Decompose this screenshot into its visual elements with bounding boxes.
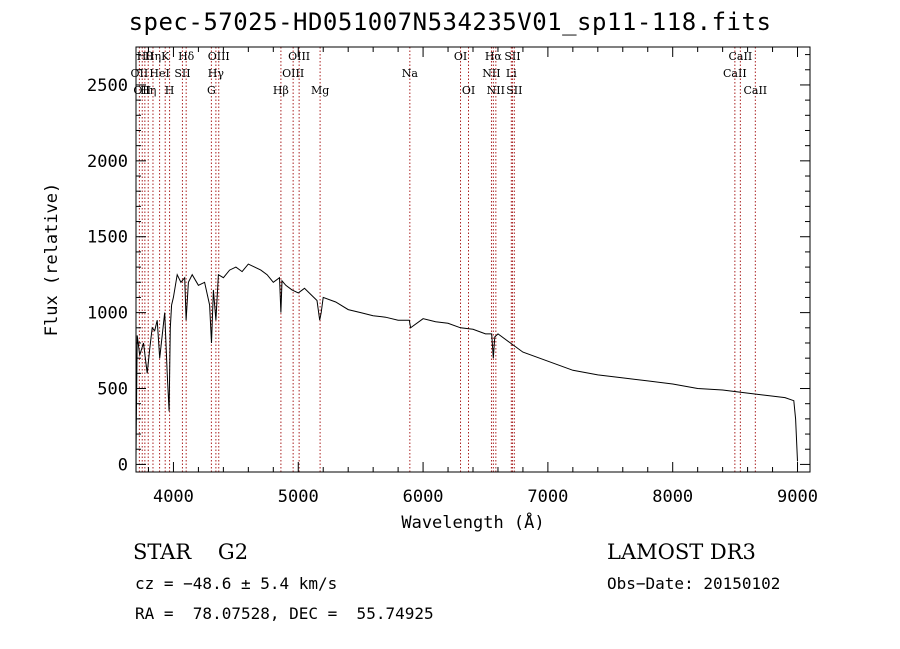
line-marker-label-16: Mg xyxy=(311,84,329,97)
y-axis-label: Flux (relative) xyxy=(42,183,62,337)
line-marker-label-25: SII xyxy=(506,84,522,97)
x-tick-label-7000: 7000 xyxy=(527,487,568,507)
chart-title: spec-57025-HD051007N534235V01_sp11-118.f… xyxy=(128,8,772,36)
line-marker-label-23: Li xyxy=(506,67,517,80)
line-marker-label-2: Hθ xyxy=(137,50,154,63)
line-marker-label-10: G xyxy=(207,84,216,97)
line-marker-label-6: K xyxy=(161,50,170,63)
line-marker-label-17: Na xyxy=(402,67,419,80)
redshift-cz: cz = −48.6 ± 5.4 km/s xyxy=(135,574,338,593)
line-marker-label-20: NII xyxy=(482,67,500,80)
line-marker-label-22: NII xyxy=(487,84,505,97)
axis-ticks: 4000 5000 6000 7000 8000 9000 0 500 1000 1500 2000… xyxy=(87,47,818,507)
line-marker-label-14: OIII xyxy=(282,67,304,80)
observation-date: Obs−Date: 20150102 xyxy=(607,574,781,593)
line-marker-label-5: HeI xyxy=(149,67,169,80)
line-marker-label-28: CaII xyxy=(743,84,767,97)
object-class: STAR G2 xyxy=(133,540,249,564)
line-marker-label-18: OI xyxy=(454,50,467,63)
y-tick-label-2500: 2500 xyxy=(87,76,128,96)
line-marker-label-27: CaII xyxy=(729,50,753,63)
line-marker-label-9: Hδ xyxy=(178,50,195,63)
y-tick-label-0: 0 xyxy=(118,455,128,475)
x-tick-label-4000: 4000 xyxy=(153,487,194,507)
x-axis-label: Wavelength (Å) xyxy=(401,511,544,533)
spectrum-line xyxy=(135,263,798,462)
plot-frame xyxy=(135,46,811,473)
y-tick-label-1500: 1500 xyxy=(87,228,128,248)
x-tick-label-6000: 6000 xyxy=(403,487,444,507)
x-tick-label-5000: 5000 xyxy=(278,487,319,507)
line-marker-label-8: SII xyxy=(174,67,190,80)
line-marker-label-21: Hα xyxy=(485,50,503,63)
line-marker-label-11: Hγ xyxy=(208,67,225,80)
y-tick-label-500: 500 xyxy=(97,380,128,400)
line-marker-label-12: OIII xyxy=(208,50,230,63)
line-marker-label-19: OI xyxy=(462,84,475,97)
line-marker-label-26: CaII xyxy=(723,67,747,80)
y-tick-label-1000: 1000 xyxy=(87,304,128,324)
line-marker-label-0: OII xyxy=(131,67,149,80)
line-marker-label-24: SII xyxy=(504,50,520,63)
line-marker-label-1: OII xyxy=(133,84,151,97)
line-markers xyxy=(138,47,756,472)
line-marker-label-15: OIII xyxy=(288,50,310,63)
y-tick-label-2000: 2000 xyxy=(87,152,128,172)
marker-labels: OIIOIIHθHηHηHeIKHSIIHδGHγOIIIHβOIIIOIIIM… xyxy=(131,50,768,97)
line-marker-label-7: H xyxy=(165,84,175,97)
x-tick-label-8000: 8000 xyxy=(652,487,693,507)
x-tick-label-9000: 9000 xyxy=(777,487,818,507)
line-marker-label-13: Hβ xyxy=(273,84,289,97)
line-marker-label-4: Hη xyxy=(145,50,161,63)
line-marker-label-3: Hη xyxy=(140,84,156,97)
ra-dec-coordinates: RA = 78.07528, DEC = 55.74925 xyxy=(135,604,434,623)
survey-name: LAMOST DR3 xyxy=(607,540,756,564)
